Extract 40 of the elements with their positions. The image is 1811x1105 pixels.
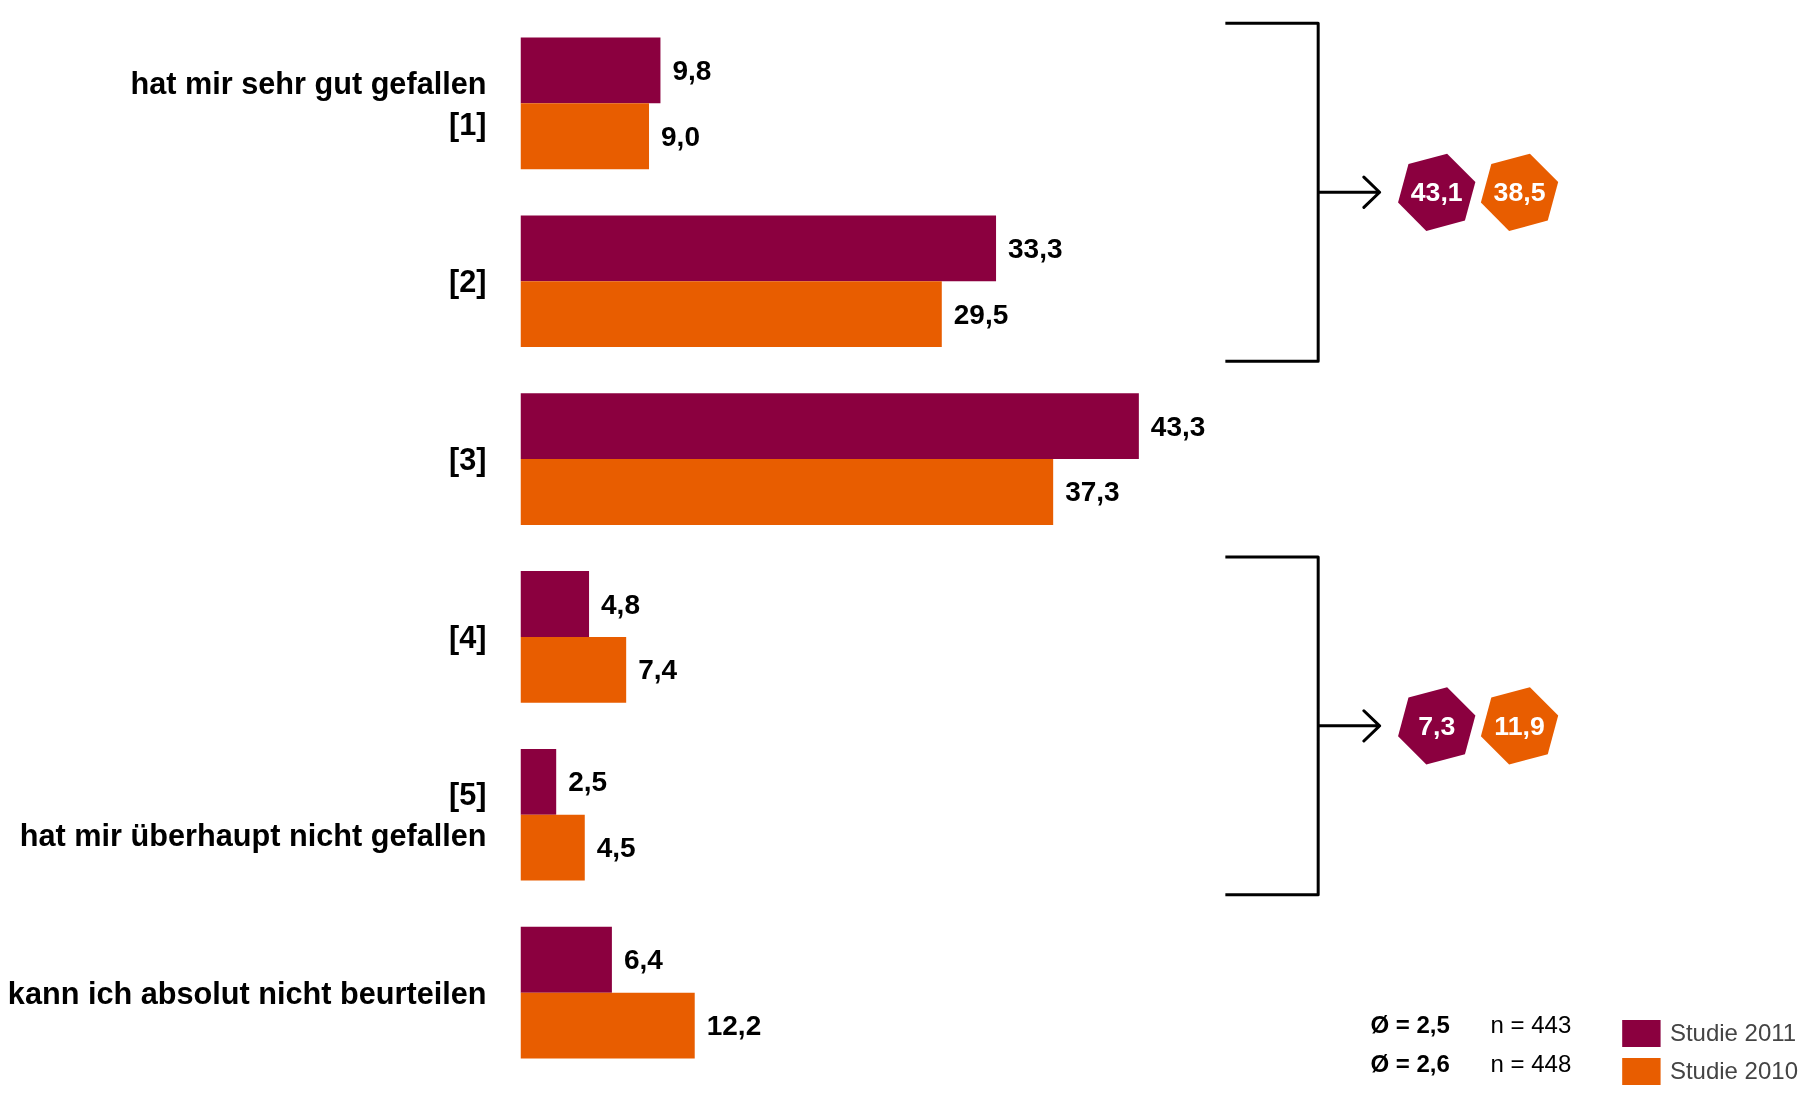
- data-label: 4,5: [596, 832, 636, 864]
- bar: [520, 281, 942, 348]
- bar: [520, 636, 627, 703]
- bar: [520, 814, 585, 881]
- data-label: 2,5: [568, 766, 608, 798]
- bar: [520, 393, 1139, 460]
- legend-label: Studie 2010: [1669, 1057, 1798, 1085]
- bar: [520, 571, 590, 637]
- y-tick-label: [3]: [449, 442, 487, 478]
- bar: [520, 103, 650, 170]
- y-tick-label: kann ich absolut nicht beurteilen: [7, 975, 487, 1010]
- bar: [520, 992, 695, 1059]
- text: 7,3: [1418, 710, 1456, 741]
- y-tick-label: hat mir sehr gut gefallen [1]: [130, 65, 487, 142]
- bar: [520, 459, 1054, 525]
- bar: [520, 926, 612, 993]
- bar: [520, 215, 997, 282]
- data-label: 43,3: [1150, 410, 1206, 442]
- data-label: 9,0: [661, 120, 700, 152]
- legend-label: Studie 2011: [1669, 1019, 1797, 1047]
- data-label: 9,8: [672, 54, 712, 86]
- data-label: 33,3: [1008, 232, 1063, 264]
- text: n = 448: [1490, 1050, 1572, 1077]
- text: 38,5: [1493, 177, 1546, 208]
- y-tick-label: [4]: [449, 619, 487, 655]
- data-label: 6,4: [623, 944, 664, 976]
- data-label: 37,3: [1065, 476, 1120, 508]
- text: n = 443: [1490, 1011, 1572, 1038]
- text: 43,1: [1410, 177, 1463, 208]
- bar: [520, 748, 557, 815]
- bar: [520, 37, 661, 104]
- data-label: 4,8: [601, 588, 640, 620]
- data-label: 29,5: [953, 298, 1009, 330]
- text: Ø = 2,6: [1370, 1050, 1450, 1077]
- text: 11,9: [1494, 710, 1545, 741]
- y-tick-label: [5] hat mir überhaupt nicht gefallen: [19, 777, 487, 854]
- text: Ø = 2,5: [1370, 1011, 1450, 1038]
- data-label: 12,2: [706, 1010, 762, 1042]
- data-label: 7,4: [638, 654, 678, 686]
- y-tick-label: [2]: [449, 264, 487, 300]
